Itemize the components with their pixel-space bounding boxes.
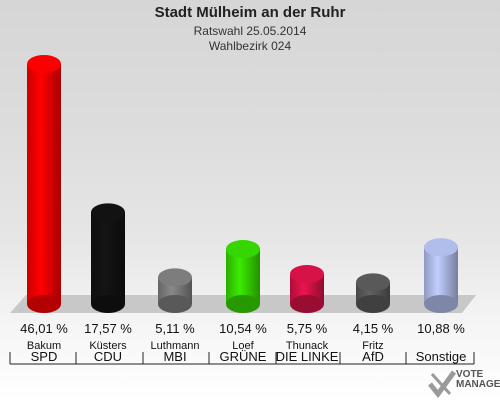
bar-base xyxy=(91,295,125,313)
party-label: CDU xyxy=(94,349,122,364)
bar-body xyxy=(424,247,458,304)
bar-top xyxy=(356,273,390,292)
bar-top xyxy=(27,55,61,73)
chart-title: Stadt Mülheim an der Ruhr xyxy=(154,4,346,21)
value-label: 5,75 % xyxy=(287,321,328,336)
party-label: GRÜNE xyxy=(220,349,267,364)
value-label: 17,57 % xyxy=(84,321,132,336)
value-label: 5,11 % xyxy=(155,321,195,336)
candidate-label: Fritz xyxy=(362,340,383,352)
candidate-label: Bakum xyxy=(27,340,61,352)
bar-body xyxy=(226,249,260,304)
bar-top xyxy=(158,268,192,287)
value-label: 10,88 % xyxy=(417,321,465,336)
bar-base xyxy=(27,295,61,313)
bar-body xyxy=(27,64,61,304)
chart-subtitle-election: Ratswahl 25.05.2014 xyxy=(193,24,307,38)
party-label: AfD xyxy=(362,349,384,364)
logo-line2: MANAGER xyxy=(456,379,500,390)
bar-top xyxy=(424,238,458,257)
bar-afd xyxy=(356,273,390,313)
bar-base xyxy=(290,295,324,313)
vote-manager-logo-icon xyxy=(428,370,457,398)
vote-manager-logo-text: VOTE MANAGER xyxy=(456,370,500,390)
bar-die-linke xyxy=(290,265,324,313)
bar-top xyxy=(226,240,260,259)
bar-base xyxy=(226,295,260,313)
party-label: DIE LINKE xyxy=(276,349,339,364)
bar-base xyxy=(158,295,192,313)
party-label: SPD xyxy=(31,349,58,364)
candidate-label: Thunack xyxy=(286,340,329,352)
logo-line1: VOTE xyxy=(456,369,484,380)
bar-base xyxy=(424,295,458,313)
value-label: 4,15 % xyxy=(353,321,394,336)
candidate-label: Küsters xyxy=(89,340,127,352)
bar-grüne xyxy=(226,240,260,313)
party-label: MBI xyxy=(163,349,186,364)
bar-top xyxy=(290,265,324,284)
bar-body xyxy=(91,212,125,304)
bar-spd xyxy=(27,55,61,313)
value-label: 10,54 % xyxy=(219,321,267,336)
bar-top xyxy=(91,203,125,222)
bar-mbi xyxy=(158,268,192,313)
party-label: Sonstige xyxy=(416,349,467,364)
chart-subtitle-district: Wahlbezirk 024 xyxy=(208,39,292,53)
value-label: 46,01 % xyxy=(20,321,68,336)
bar-sonstige xyxy=(424,238,458,313)
bar-cdu xyxy=(91,203,125,313)
candidate-label: Loef xyxy=(232,340,254,352)
candidate-label: Luthmann xyxy=(151,340,200,352)
bar-base xyxy=(356,295,390,313)
